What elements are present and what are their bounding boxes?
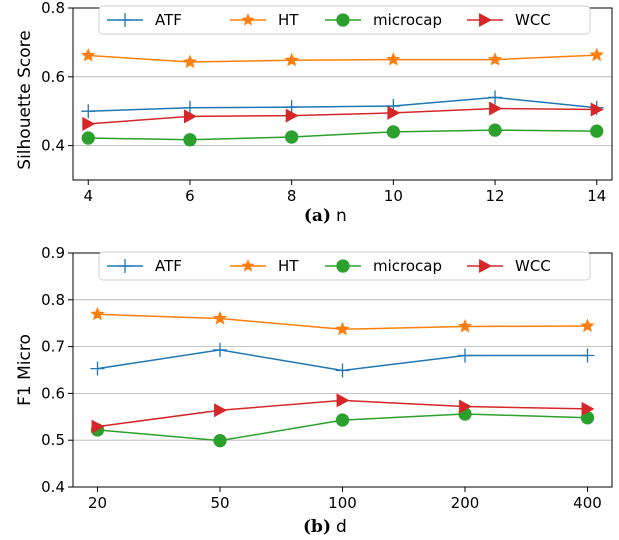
chart-a-atf-point <box>81 104 96 119</box>
chart-b-xtick-label: 400 <box>573 494 602 512</box>
chart-b-xtick-label: 50 <box>210 494 229 512</box>
chart-a-atf-point <box>488 90 503 105</box>
chart-a-series-microcap-line <box>88 129 597 141</box>
chart-a-legend-label-microcap: microcap <box>373 11 442 29</box>
chart-a-xtick-label: 14 <box>587 187 606 205</box>
chart-a-microcap-point <box>488 123 502 137</box>
chart-a-atf-point <box>284 100 299 115</box>
chart-a-legend-marker-microcap <box>336 13 350 27</box>
chart-a-ytick-label: 0.4 <box>41 137 65 155</box>
chart-a-legend-marker-atf <box>118 13 132 27</box>
chart-a-series-wcc-line <box>88 107 597 125</box>
chart-b-xlabel: d <box>336 517 347 537</box>
chart-b: F1 Micro (b) d 0.4 0.5 0.6 0.7 0.8 0.9 20 50 100… <box>15 244 613 537</box>
chart-a-ht-point <box>182 54 198 69</box>
chart-a-xtick-label: 6 <box>185 187 195 205</box>
chart-a-ht-point <box>487 52 503 66</box>
chart-b-ytick-label: 0.6 <box>41 384 65 402</box>
chart-a-ht-point <box>81 47 96 62</box>
chart-a-ytick-label: 0.6 <box>41 68 65 86</box>
chart-b-wcc-point <box>581 401 595 416</box>
chart-b-ytick-label: 0.4 <box>41 478 65 496</box>
chart-b-ht-point <box>457 318 473 333</box>
chart-b-atf-point <box>335 363 350 378</box>
chart-a-wcc-point <box>387 105 401 120</box>
chart-a-xtick-label: 10 <box>384 187 403 205</box>
chart-a: Silhouette Score (a) n 0.4 0.6 0.8 4 6 8 10 12 1… <box>15 0 613 226</box>
chart-a-wcc-point <box>184 109 197 124</box>
chart-b-ht-point <box>212 311 228 325</box>
chart-a-atf-point <box>182 100 197 115</box>
chart-a-microcap-point <box>183 133 197 147</box>
chart-a-series-ht-line <box>88 54 597 63</box>
chart-b-ht-point <box>335 321 350 336</box>
chart-b-microcap-point <box>213 434 227 448</box>
chart-b-legend-label-atf: ATF <box>155 257 182 275</box>
chart-a-xtick-label: 4 <box>83 187 93 205</box>
chart-a-xlabel: n <box>336 206 347 226</box>
chart-a-series-atf-line <box>88 96 597 112</box>
chart-b-wcc-point <box>214 403 227 418</box>
chart-a-legend: ATF HT microcap WCC <box>98 5 591 35</box>
chart-b-caption-tag: (b) <box>303 517 331 537</box>
chart-b-microcap-point <box>335 413 350 427</box>
chart-b-ytick-label: 0.7 <box>41 338 65 356</box>
chart-b-atf-point <box>580 348 595 363</box>
chart-b-atf-point <box>213 342 227 357</box>
chart-b-ytick-label: 0.8 <box>41 291 65 309</box>
chart-a-legend-label-ht: HT <box>278 11 299 29</box>
chart-b-xtick-label: 20 <box>88 494 107 512</box>
chart-b-legend: ATF HT microcap WCC <box>98 251 591 281</box>
chart-a-caption-tag: (a) <box>304 206 331 226</box>
chart-a-legend-label-atf: ATF <box>155 11 182 29</box>
chart-a-wcc-point <box>590 102 604 117</box>
chart-b-wcc-point <box>459 399 472 414</box>
chart-b-legend-marker-ht <box>241 259 255 272</box>
chart-a-ht-point <box>284 52 299 67</box>
chart-a-ylabel: Silhouette Score <box>15 30 35 169</box>
chart-b-legend-label-ht: HT <box>278 257 299 275</box>
chart-a-wcc-point <box>82 116 96 131</box>
chart-a-microcap-point <box>386 125 400 139</box>
chart-a-legend-marker-ht <box>241 13 255 26</box>
chart-b-legend-label-microcap: microcap <box>373 257 442 275</box>
chart-b-ytick-label: 0.5 <box>41 431 65 449</box>
chart-b-atf-point <box>90 361 105 376</box>
chart-b-atf-point <box>458 348 472 363</box>
chart-b-legend-marker-atf <box>118 259 132 273</box>
chart-a-ht-point <box>386 52 401 66</box>
chart-a-legend-label-wcc: WCC <box>515 11 551 29</box>
chart-a-xtick-label: 8 <box>287 187 297 205</box>
chart-a-legend-marker-wcc <box>479 13 492 27</box>
chart-b-wcc-point <box>336 393 350 408</box>
chart-a-microcap-point <box>285 130 299 144</box>
chart-a-microcap-point <box>590 124 604 138</box>
chart-b-legend-label-wcc: WCC <box>515 257 551 275</box>
chart-b-xtick-label: 200 <box>451 494 480 512</box>
chart-a-microcap-point <box>81 131 95 145</box>
chart-a-ytick-label: 0.8 <box>41 0 65 17</box>
chart-b-xtick-label: 100 <box>328 494 357 512</box>
chart-a-wcc-point <box>285 108 299 123</box>
chart-b-ytick-label: 0.9 <box>41 244 65 262</box>
chart-b-ht-point <box>90 306 105 321</box>
chart-a-wcc-point <box>489 101 503 116</box>
chart-b-legend-marker-microcap <box>336 259 350 273</box>
chart-b-ylabel: F1 Micro <box>15 334 35 406</box>
chart-a-ht-point <box>589 47 604 62</box>
chart-b-wcc-point <box>91 419 105 434</box>
chart-b-ht-point <box>580 318 595 333</box>
chart-a-xtick-label: 12 <box>486 187 505 205</box>
chart-b-legend-marker-wcc <box>479 259 492 273</box>
